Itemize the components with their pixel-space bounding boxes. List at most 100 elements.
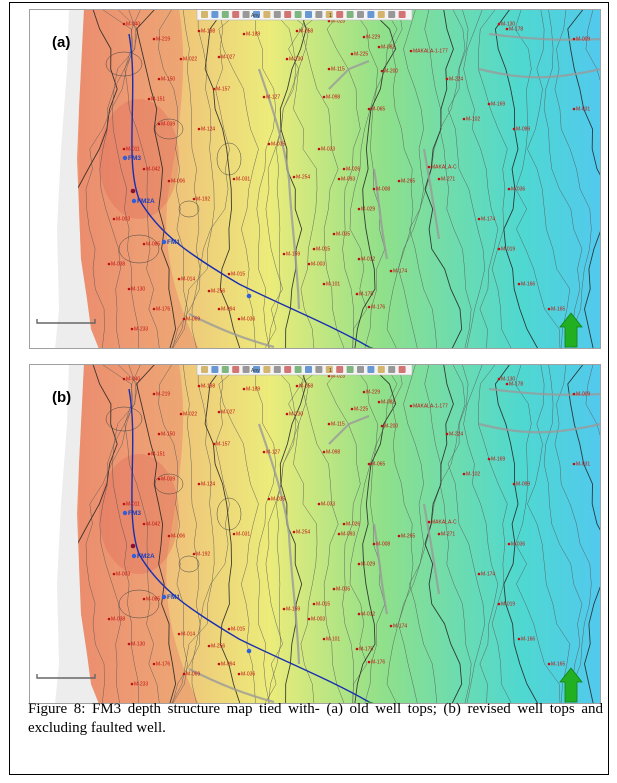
toolbar-tool-icon[interactable] — [315, 366, 323, 373]
toolbar-tool-icon[interactable] — [211, 11, 219, 18]
toolbar-tool-icon[interactable] — [263, 11, 271, 18]
toolbar-tool-icon[interactable] — [242, 366, 250, 373]
well-label: M-176 — [371, 660, 385, 666]
well-marker — [179, 57, 183, 61]
well-marker — [237, 317, 241, 321]
well-label: M-058 — [299, 29, 313, 35]
toolbar-tool-icon[interactable] — [201, 11, 208, 18]
map-panel-a: FM3 FM2A FM1 M-040 M-219 M-198 M-189 M-058 M-028… — [29, 9, 601, 349]
well-marker — [357, 207, 361, 211]
well-label: M-233 — [134, 682, 148, 688]
well-marker — [322, 637, 326, 641]
well-label: M-028 — [331, 19, 345, 25]
toolbar-tool-icon[interactable] — [346, 366, 354, 373]
well-label: M-130 — [131, 287, 145, 293]
well-marker — [217, 307, 221, 311]
well-marker — [207, 644, 211, 648]
toolbar-tool-icon[interactable] — [273, 11, 281, 18]
well-label: M-093 — [341, 177, 355, 183]
toolbar-tool-icon[interactable] — [284, 366, 292, 373]
toolbar-tool-icon[interactable] — [377, 366, 385, 373]
toolbar-tool-icon[interactable] — [232, 366, 240, 373]
toolbar-tool-icon[interactable] — [294, 11, 302, 18]
well-label: M-006 — [171, 179, 185, 185]
well-marker — [192, 552, 196, 556]
well-marker — [212, 87, 216, 91]
well-label: M-175 — [359, 647, 373, 653]
well-marker — [142, 167, 146, 171]
well-label: M-022 — [183, 57, 197, 63]
toolbar-tool-icon[interactable] — [305, 366, 312, 373]
toolbar-tool-icon[interactable] — [221, 366, 229, 373]
well-marker — [242, 32, 246, 36]
toolbar-tool-icon[interactable] — [398, 366, 406, 373]
toolbar-tool-icon[interactable] — [305, 11, 312, 18]
toolbar-tool-icon[interactable] — [336, 366, 344, 373]
well-label: M-082 — [381, 45, 395, 51]
well-marker — [232, 532, 236, 536]
well-marker — [337, 532, 341, 536]
well-marker — [427, 520, 431, 524]
map-toolbar[interactable]: Any 1 — [196, 9, 413, 21]
well-marker — [327, 67, 331, 71]
well-marker — [572, 37, 576, 41]
toolbar-tool-icon[interactable] — [357, 11, 364, 18]
well-label: M-174 — [393, 624, 407, 630]
well-marker — [212, 442, 216, 446]
well-marker — [477, 572, 481, 576]
well-marker — [377, 45, 381, 49]
well-marker — [357, 257, 361, 261]
well-label: M-042 — [146, 167, 160, 173]
toolbar-tool-icon[interactable] — [211, 366, 219, 373]
well-marker — [147, 97, 151, 101]
well-marker — [547, 307, 551, 311]
toolbar-tool-icon[interactable] — [377, 11, 385, 18]
well-marker — [337, 177, 341, 181]
toolbar-tool-icon[interactable] — [315, 11, 323, 18]
well-label: M-124 — [201, 482, 215, 488]
toolbar-tool-icon[interactable] — [273, 366, 281, 373]
well-marker — [179, 412, 183, 416]
well-label: M-151 — [151, 97, 165, 103]
toolbar-tool-icon[interactable] — [284, 11, 292, 18]
well-marker — [142, 597, 146, 601]
well-marker — [322, 450, 326, 454]
well-label: M-009 — [576, 392, 590, 398]
well-marker — [517, 282, 521, 286]
well-marker — [237, 672, 241, 676]
toolbar-tool-icon[interactable] — [325, 366, 333, 373]
well-label: M-027 — [221, 55, 235, 61]
toolbar-tool-icon[interactable] — [253, 366, 260, 373]
well-marker — [367, 305, 371, 309]
toolbar-tool-icon[interactable] — [388, 366, 396, 373]
toolbar-tool-icon[interactable] — [263, 366, 271, 373]
well-label: M-031 — [576, 107, 590, 113]
well-label: M-271 — [441, 177, 455, 183]
toolbar-tool-icon[interactable] — [388, 11, 396, 18]
toolbar-tool-icon[interactable] — [398, 11, 406, 18]
well-label: M-166 — [521, 637, 535, 643]
toolbar-tool-icon[interactable] — [253, 11, 260, 18]
toolbar-tool-icon[interactable] — [357, 366, 364, 373]
well-marker — [350, 407, 354, 411]
well-marker — [197, 127, 201, 131]
map-toolbar[interactable]: Any 1 — [196, 364, 413, 376]
toolbar-tool-icon[interactable] — [367, 366, 375, 373]
well-label: M-159 — [286, 607, 300, 613]
well-label: M-039 — [161, 122, 175, 128]
toolbar-tool-icon[interactable] — [201, 366, 208, 373]
toolbar-tool-icon[interactable] — [325, 11, 333, 18]
toolbar-tool-icon[interactable] — [346, 11, 354, 18]
well-label: M-115 — [331, 422, 345, 428]
trajectory-marker — [122, 510, 128, 516]
toolbar-tool-icon[interactable] — [221, 11, 229, 18]
toolbar-tool-icon[interactable] — [232, 11, 240, 18]
well-label: M-029 — [361, 207, 375, 213]
toolbar-tool-icon[interactable] — [294, 366, 302, 373]
toolbar-tool-icon[interactable] — [336, 11, 344, 18]
toolbar-tool-icon[interactable] — [367, 11, 375, 18]
toolbar-tool-icon[interactable] — [242, 11, 250, 18]
well-marker — [322, 95, 326, 99]
well-marker — [295, 29, 299, 33]
well-marker — [497, 247, 501, 251]
